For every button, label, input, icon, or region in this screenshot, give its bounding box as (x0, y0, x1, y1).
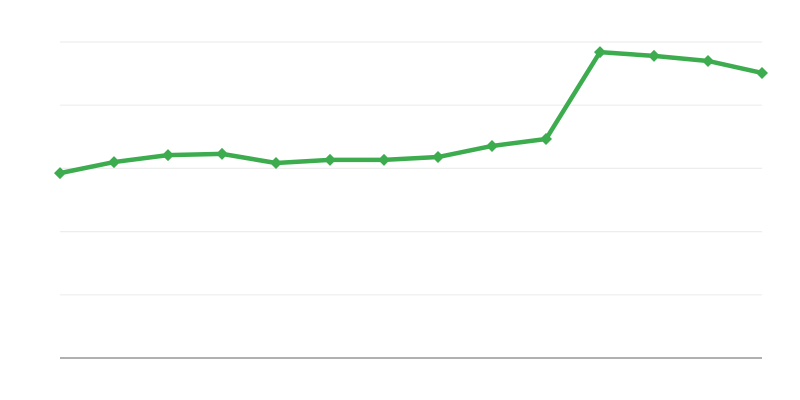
data-point-marker[interactable] (540, 133, 552, 146)
data-point-marker[interactable] (324, 153, 336, 166)
data-point-marker[interactable] (108, 156, 120, 169)
data-point-marker[interactable] (432, 151, 444, 164)
data-point-marker[interactable] (486, 139, 498, 152)
data-point-marker[interactable] (378, 153, 390, 166)
series-line (57, 49, 765, 176)
data-point-marker[interactable] (54, 167, 66, 180)
data-point-marker[interactable] (702, 54, 714, 67)
data-point-marker[interactable] (594, 46, 606, 59)
data-point-marker[interactable] (270, 157, 282, 170)
data-point-marker[interactable] (216, 147, 228, 160)
data-point-marker[interactable] (756, 66, 768, 79)
data-point-marker[interactable] (648, 49, 660, 62)
data-point-marker[interactable] (162, 149, 174, 162)
